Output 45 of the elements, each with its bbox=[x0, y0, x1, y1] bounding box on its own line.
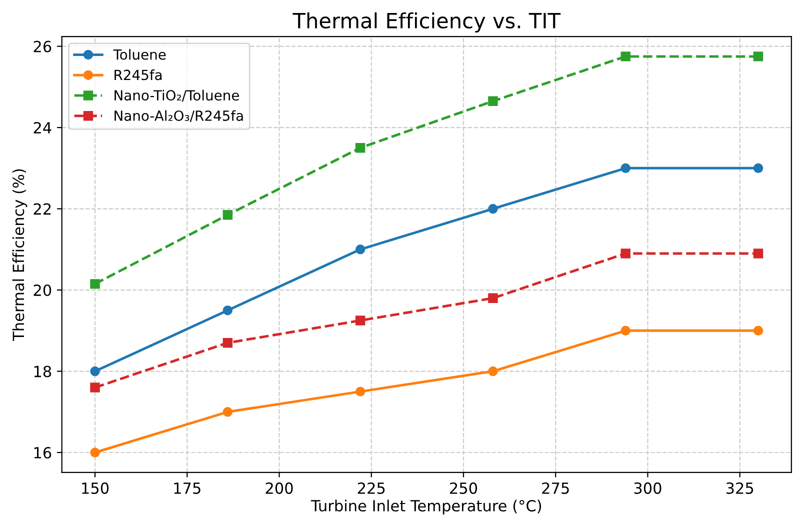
x-axis-title: Turbine Inlet Temperature (°C) bbox=[310, 500, 542, 514]
point bbox=[753, 163, 764, 174]
y-tick-label: 26 bbox=[34, 40, 52, 52]
x-tick-label: 275 bbox=[542, 482, 569, 494]
point bbox=[222, 305, 233, 316]
x-tick-label: 325 bbox=[726, 482, 754, 494]
x-tick-label: 225 bbox=[358, 482, 385, 494]
point bbox=[90, 279, 100, 289]
y-axis-title: Thermal Efficiency (%) bbox=[12, 169, 28, 341]
point bbox=[222, 338, 233, 348]
point bbox=[620, 248, 630, 258]
point bbox=[222, 407, 233, 417]
point bbox=[355, 142, 366, 153]
legend-label: Nano-Al₂O₃/R245fa bbox=[114, 110, 243, 122]
point bbox=[620, 52, 630, 62]
y-tick-label: 24 bbox=[34, 122, 52, 134]
point bbox=[753, 52, 764, 62]
point bbox=[488, 96, 498, 106]
point bbox=[620, 326, 630, 336]
point bbox=[753, 326, 764, 336]
point bbox=[488, 366, 498, 376]
y-tick-label: 20 bbox=[34, 284, 52, 296]
point bbox=[222, 210, 233, 220]
point bbox=[355, 316, 366, 326]
legend-label: Nano-TiO₂/Toluene bbox=[114, 90, 239, 102]
point bbox=[488, 293, 498, 304]
point bbox=[620, 163, 630, 174]
x-tick-label: 150 bbox=[82, 482, 109, 494]
legend-label: R245fa bbox=[114, 69, 162, 80]
point bbox=[355, 386, 366, 396]
point bbox=[355, 244, 366, 254]
y-tick-label: 22 bbox=[34, 203, 51, 215]
point bbox=[90, 382, 100, 392]
x-tick-label: 200 bbox=[266, 482, 293, 494]
point bbox=[90, 366, 100, 376]
x-tick-label: 175 bbox=[174, 482, 200, 494]
point bbox=[90, 448, 100, 458]
y-tick-label: 16 bbox=[34, 446, 52, 459]
x-tick-label: 300 bbox=[634, 482, 662, 494]
y-tick-label: 18 bbox=[34, 366, 52, 378]
x-tick-label: 250 bbox=[450, 482, 478, 494]
chart-title: Thermal Efficiency vs. TIT bbox=[292, 12, 561, 33]
point bbox=[488, 204, 498, 214]
legend-label: Toluene bbox=[113, 49, 166, 60]
point bbox=[753, 248, 764, 258]
